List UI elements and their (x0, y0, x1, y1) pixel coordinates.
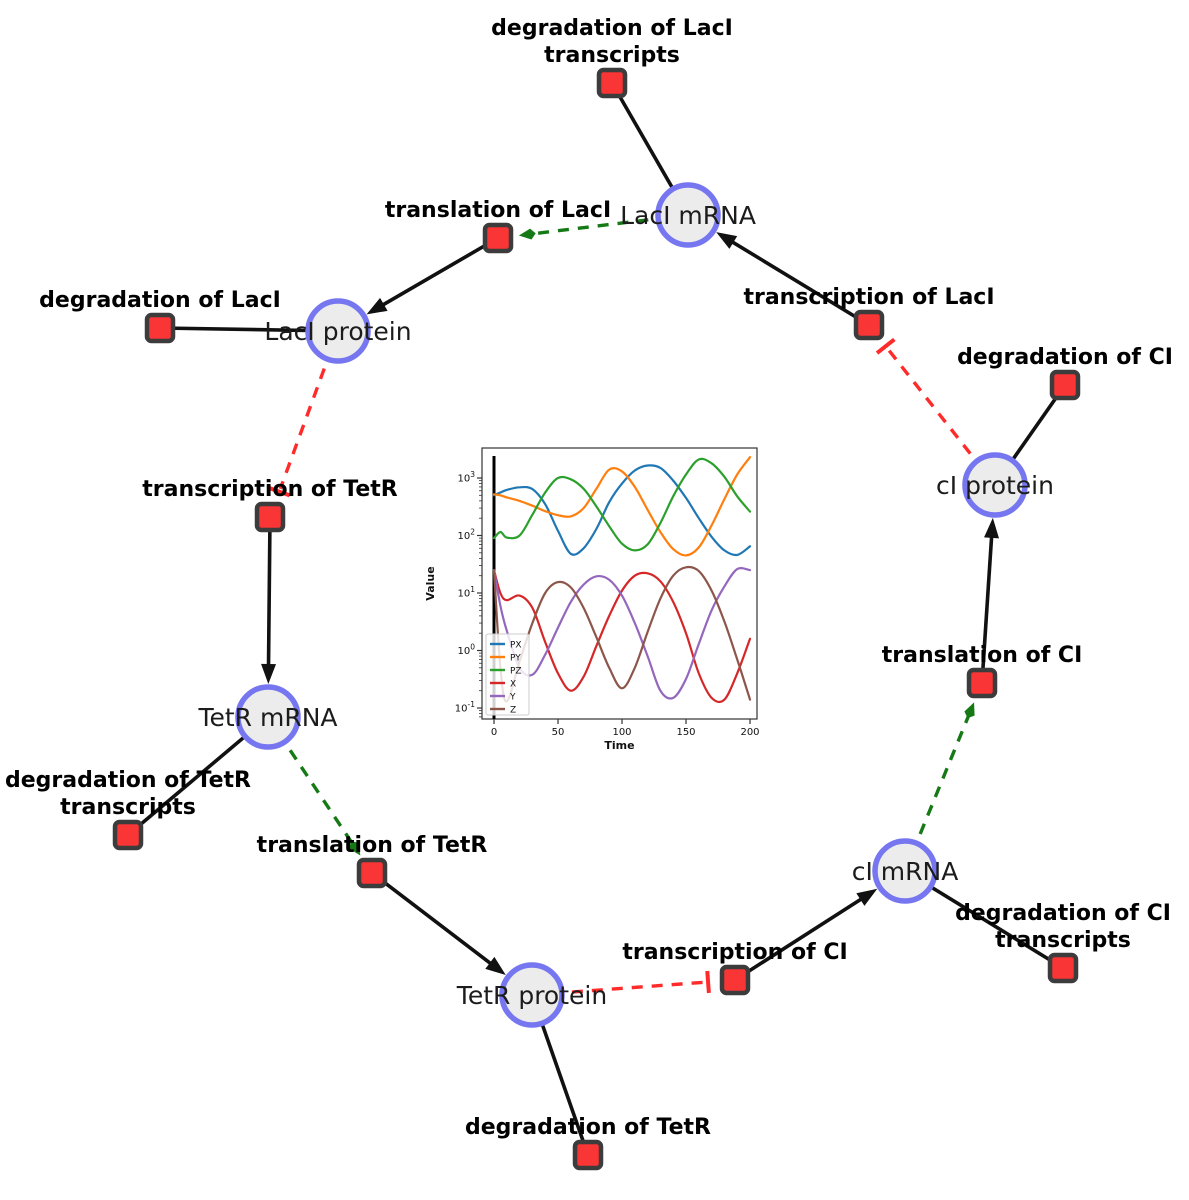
reaction-label-tx_lacI: transcription of LacI (743, 285, 994, 310)
edge-tl_tetR-tetR_protein (370, 871, 501, 972)
edge-tx_cI-cI_mRNA-arrowhead (856, 888, 878, 906)
edge-tl_lacI-lacI_protein (372, 236, 499, 312)
reaction-label-tl_cI: translation of CI (882, 643, 1083, 668)
reaction-label-deg_cI: degradation of CI (957, 345, 1173, 370)
edge-tx_cI-cI_mRNA (734, 891, 872, 982)
legend-label-PY: PY (510, 654, 521, 664)
reaction-node-deg_tetR[interactable] (572, 1139, 604, 1171)
species-node-lacI_mRNA[interactable] (655, 182, 721, 248)
species-nodes-layer (235, 182, 1028, 1028)
reaction-node-tx_lacI[interactable] (853, 309, 885, 341)
species-label-lacI_protein: LacI protein (264, 317, 411, 346)
edge-tetR_mRNA-tl_tetR-arrowhead (349, 841, 361, 856)
species-node-cI_mRNA[interactable] (872, 838, 938, 904)
species-node-lacI_protein[interactable] (305, 298, 371, 364)
species-label-cI_protein: cI protein (936, 471, 1054, 500)
edge-tx_tetR-tetR_mRNA-arrowhead (261, 663, 277, 685)
reaction-node-deg_tetR_tx[interactable] (112, 819, 144, 851)
edge-tx_lacI-lacI_mRNA (722, 234, 870, 327)
inset-plot: 103 102 101 100 10-1 0 50 100 150 200 Time Value PX P… (424, 447, 760, 752)
y-axis-label: Value (424, 566, 437, 600)
reaction-label-tx_tetR: transcription of TetR (142, 477, 398, 502)
reaction-node-tx_cI[interactable] (719, 964, 751, 996)
x-tick-label: 50 (552, 727, 565, 738)
legend-box (485, 633, 530, 716)
species-label-tetR_mRNA: TetR mRNA (197, 703, 337, 732)
edge-tl_cI-cI_protein (980, 525, 995, 684)
x-axis-label: Time (604, 739, 634, 752)
legend-label-PX: PX (510, 641, 522, 651)
legend-label-X: X (510, 680, 516, 690)
legend-label-Y: Y (509, 693, 516, 703)
x-tick-label: 100 (612, 727, 631, 738)
y-tick-label: 103 (457, 470, 475, 485)
edge-tl_tetR-tetR_protein-arrowhead (485, 956, 506, 975)
edge-cI_protein-tx_lacI-inhibit-bar (875, 337, 896, 355)
series-line-X (492, 569, 752, 704)
species-label-cI_mRNA: cI mRNA (852, 857, 959, 886)
reaction-label-tl_tetR: translation of TetR (257, 833, 488, 858)
series-line-PY (492, 456, 752, 557)
reaction-label-deg_lacI_tx: degradation of LacI transcripts (491, 16, 733, 68)
y-tick-label: 102 (457, 528, 475, 543)
series-line-PX (492, 464, 752, 557)
reaction-node-deg_lacI[interactable] (144, 312, 176, 344)
reaction-nodes-layer (112, 67, 1081, 1171)
edge-tl_cI-cI_protein-arrowhead (984, 517, 1000, 539)
reaction-node-deg_cI_tx[interactable] (1047, 952, 1079, 984)
labels-layer: degradation of LacI transcripts translatio… (5, 16, 1173, 1140)
x-tick-label: 150 (676, 727, 695, 738)
edge-tx_lacI-lacI_mRNA-arrowhead (716, 232, 738, 249)
reaction-label-tx_cI: transcription of CI (622, 940, 847, 965)
reaction-node-deg_cI[interactable] (1049, 369, 1081, 401)
species-label-lacI_mRNA: LacI mRNA (620, 201, 756, 230)
reaction-label-deg_tetR_tx: degradation of TetR transcripts (5, 768, 251, 820)
edge-cI_mRNA-tl_cI-arrowhead (964, 702, 975, 719)
reaction-label-deg_cI_tx: degradation of CI transcripts (955, 901, 1171, 953)
y-tick-label: 101 (457, 585, 475, 600)
reaction-node-tl_lacI[interactable] (482, 222, 514, 254)
legend-label-Z: Z (510, 706, 516, 716)
reaction-node-tl_cI[interactable] (966, 667, 998, 699)
edge-tx_tetR-tetR_mRNA (266, 516, 272, 677)
x-tick-label: 200 (740, 727, 759, 738)
species-node-cI_protein[interactable] (962, 452, 1028, 518)
y-tick-label: 100 (457, 643, 475, 658)
edge-lacI_mRNA-tl_lacI-arrowhead (518, 228, 536, 240)
edge-lacI_protein-tx_tetR-inhibit-bar (268, 485, 291, 498)
reaction-node-tl_tetR[interactable] (356, 857, 388, 889)
legend-label-PZ: PZ (510, 667, 522, 677)
reaction-label-deg_lacI: degradation of LacI (39, 288, 281, 313)
y-tick-label: 10-1 (455, 700, 475, 715)
reaction-node-tx_tetR[interactable] (254, 501, 286, 533)
x-tick-label: 0 (491, 727, 497, 738)
edge-tl_lacI-lacI_protein-arrowhead (366, 297, 388, 315)
reaction-label-tl_lacI: translation of LacI (385, 198, 611, 223)
series-line-PZ (492, 457, 752, 552)
species-node-tetR_protein[interactable] (499, 962, 565, 1028)
species-label-tetR_protein: TetR protein (456, 981, 607, 1010)
reaction-node-deg_lacI_tx[interactable] (596, 67, 628, 99)
reaction-label-deg_tetR: degradation of TetR (465, 1115, 711, 1140)
edge-tetR_protein-tx_cI-inhibit-bar (705, 970, 711, 994)
species-node-tetR_mRNA[interactable] (235, 684, 301, 750)
